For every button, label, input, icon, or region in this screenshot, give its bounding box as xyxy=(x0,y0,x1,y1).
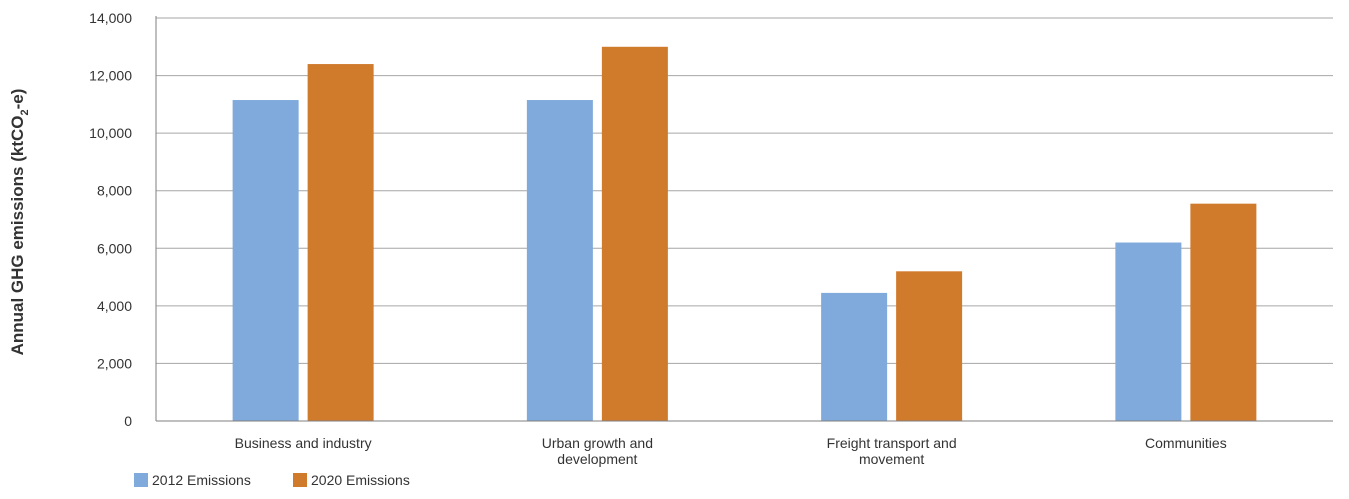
y-axis-label-tail: -e) xyxy=(8,89,27,110)
axes xyxy=(155,16,1333,422)
y-tick-label: 4,000 xyxy=(97,298,132,314)
x-category-labels: Business and industry Urban growth and dev… xyxy=(235,435,1227,467)
legend-label: 2020 Emissions xyxy=(311,472,410,488)
y-axis-label: Annual GHG emissions (ktCO2-e) xyxy=(8,89,31,356)
x-category-label: Business and industry xyxy=(235,435,372,451)
x-category-label: Freight transport and movement xyxy=(827,435,957,467)
y-axis-label-subscript: 2 xyxy=(19,109,31,115)
y-tick-label: 6,000 xyxy=(97,240,132,256)
y-tick-label: 0 xyxy=(124,413,132,429)
legend: 2012 Emissions 2020 Emissions xyxy=(134,472,410,488)
legend-swatch xyxy=(293,473,307,487)
y-tick-label: 8,000 xyxy=(97,183,132,199)
y-tick-label: 12,000 xyxy=(89,68,132,84)
legend-label: 2012 Emissions xyxy=(152,472,251,488)
y-tick-label: 2,000 xyxy=(97,355,132,371)
y-tick-labels: 0 2,000 4,000 6,000 8,000 10,000 12,000 14,000 xyxy=(89,10,132,429)
bar-2020-2 xyxy=(896,271,963,421)
bar-2020-0 xyxy=(307,64,374,422)
y-axis-label-main: Annual GHG emissions (ktCO xyxy=(8,115,27,355)
bar-2012-2 xyxy=(821,292,888,421)
bar-2020-3 xyxy=(1190,203,1257,421)
x-category-label: Urban growth and development xyxy=(542,435,653,467)
bar-2012-1 xyxy=(526,100,593,422)
bar-2012-3 xyxy=(1115,242,1182,421)
x-category-label: Communities xyxy=(1145,435,1227,451)
bar-2020-1 xyxy=(601,46,668,422)
y-tick-label: 14,000 xyxy=(89,10,132,26)
legend-swatch xyxy=(134,473,148,487)
y-tick-label: 10,000 xyxy=(89,125,132,141)
bar-2012-0 xyxy=(232,100,299,422)
bars xyxy=(232,46,1257,422)
